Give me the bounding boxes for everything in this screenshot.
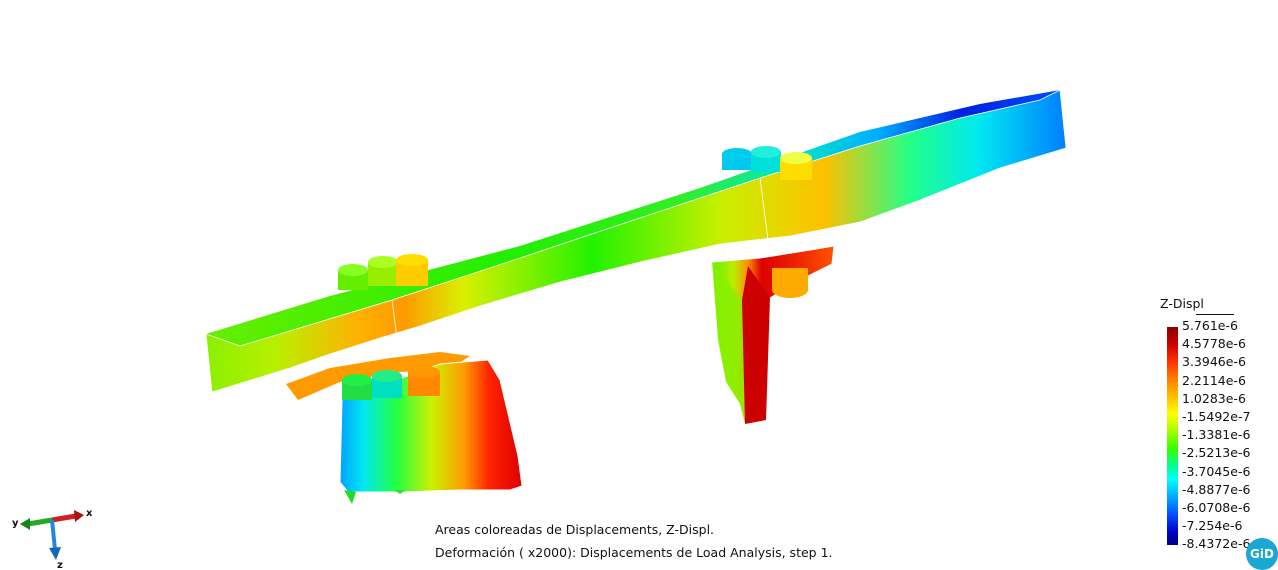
upper-left-cylinders	[338, 254, 428, 290]
legend-value: 1.0283e-6	[1182, 390, 1246, 406]
left-support[interactable]	[286, 352, 523, 504]
legend-labels: 5.761e-6 4.5778e-6 3.3946e-6 2.2114e-6 1.028…	[1182, 318, 1278, 558]
z-axis-label: z	[57, 560, 63, 570]
axes-triad: x y z	[12, 508, 93, 570]
legend-value: -2.5213e-6	[1182, 445, 1251, 461]
legend-title-underline	[1196, 314, 1234, 315]
legend-value: -8.4372e-6	[1182, 536, 1251, 552]
x-axis-label: x	[86, 508, 93, 519]
legend-value: 4.5778e-6	[1182, 336, 1246, 352]
legend-value: -1.5492e-7	[1182, 409, 1251, 424]
legend-value: -6.0708e-6	[1182, 500, 1251, 515]
legend-value: 5.761e-6	[1182, 318, 1238, 333]
deformation-caption: Deformación ( x2000): Displacements de L…	[435, 545, 833, 560]
gid-logo: GiD	[1246, 538, 1278, 570]
right-support[interactable]	[711, 245, 835, 425]
legend-value: -7.254e-6	[1182, 518, 1243, 534]
legend-color-bar	[1167, 327, 1178, 545]
upper-right-cylinders	[722, 146, 812, 180]
z-axis-arrow	[50, 519, 57, 551]
legend-title: Z-Displ	[1160, 296, 1204, 311]
legend-value: 2.2114e-6	[1182, 372, 1246, 388]
legend-value: -3.7045e-6	[1182, 463, 1251, 479]
y-axis-arrow	[27, 517, 53, 527]
lower-cylinders	[342, 366, 440, 400]
result-caption: Areas coloreadas de Displacements, Z-Dis…	[435, 522, 715, 537]
legend-value: 3.3946e-6	[1182, 354, 1246, 370]
y-axis-label: y	[12, 518, 19, 529]
main-beam[interactable]	[205, 89, 1067, 393]
legend-value: -1.3381e-6	[1182, 427, 1251, 443]
x-axis-arrow	[51, 513, 77, 523]
legend-value: -4.8877e-6	[1182, 481, 1251, 497]
